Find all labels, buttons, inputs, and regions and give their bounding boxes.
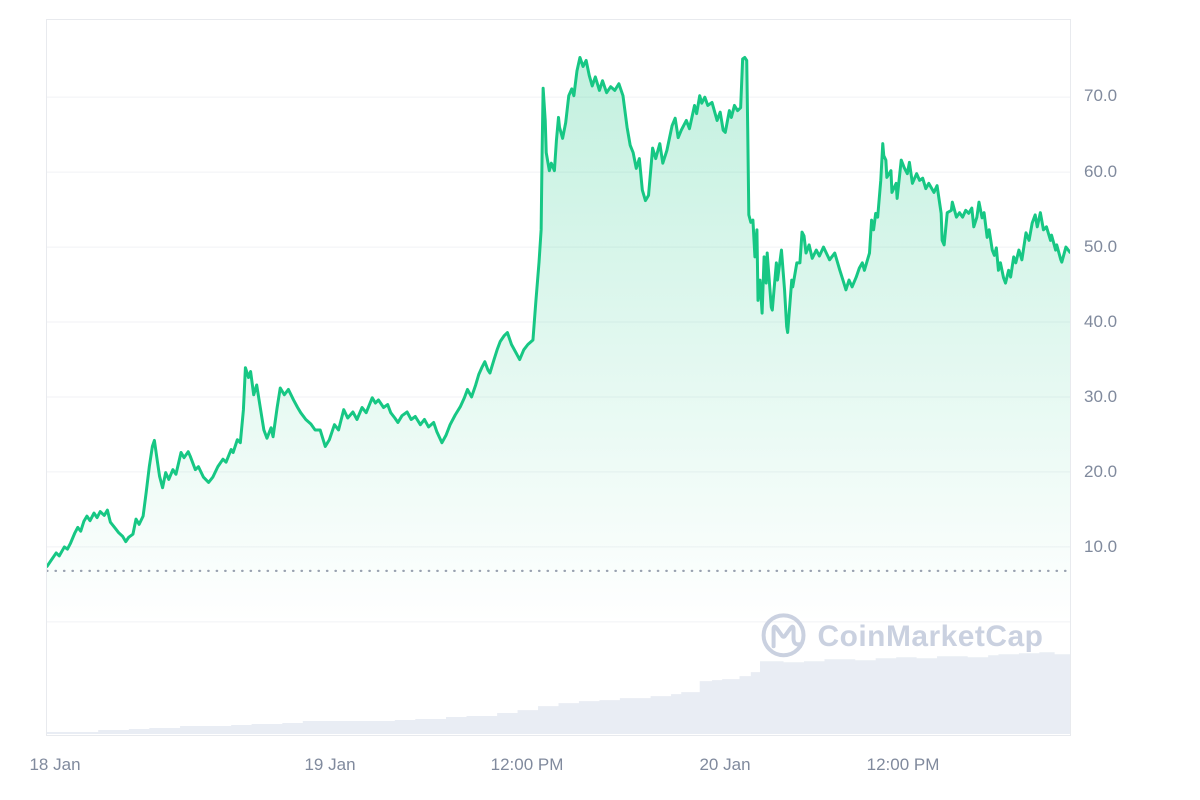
y-tick-label: 10.0 xyxy=(1084,537,1118,556)
coinmarketcap-logo-icon xyxy=(761,613,806,658)
x-tick-label: 20 Jan xyxy=(699,755,751,774)
chart-layers xyxy=(47,55,1070,735)
volume-silhouette xyxy=(47,652,1070,735)
price-line xyxy=(47,55,1070,568)
chart-canvas[interactable]: CoinMarketCap xyxy=(47,20,1070,735)
y-tick-label: 20.0 xyxy=(1084,462,1118,481)
chart-plot-area[interactable]: CoinMarketCap xyxy=(46,19,1071,736)
y-tick-label: 70.0 xyxy=(1084,86,1118,105)
x-tick-label: 12:00 PM xyxy=(866,755,940,774)
watermark: CoinMarketCap xyxy=(761,613,1043,658)
y-tick-label: 30.0 xyxy=(1084,387,1118,406)
watermark-text: CoinMarketCap xyxy=(817,620,1043,653)
x-tick-label: 18 Jan xyxy=(29,755,81,774)
price-area xyxy=(47,57,1070,622)
x-tick-label: 19 Jan xyxy=(304,755,356,774)
y-tick-label: 40.0 xyxy=(1084,312,1118,331)
y-tick-label: 50.0 xyxy=(1084,237,1118,256)
x-tick-label: 12:00 PM xyxy=(490,755,564,774)
y-tick-label: 60.0 xyxy=(1084,162,1118,181)
coinmarketcap-logo-m-icon xyxy=(771,624,802,649)
